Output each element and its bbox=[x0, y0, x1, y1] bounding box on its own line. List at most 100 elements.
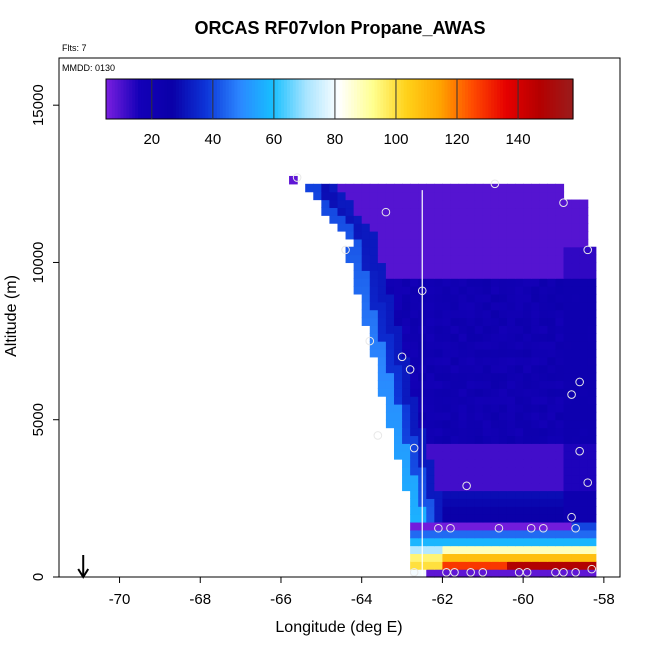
heatmap-cell bbox=[442, 490, 452, 499]
colorbar-segment bbox=[394, 79, 399, 119]
heatmap-cell bbox=[434, 238, 444, 248]
sample-point bbox=[409, 567, 419, 577]
colorbar-segment bbox=[161, 79, 165, 119]
heatmap-cell bbox=[426, 341, 435, 350]
heatmap-cell bbox=[410, 419, 419, 429]
heatmap-cell bbox=[531, 254, 540, 264]
colorbar-segment bbox=[450, 79, 454, 119]
heatmap-cell bbox=[385, 380, 395, 389]
heatmap-cell bbox=[498, 325, 508, 334]
heatmap-cell bbox=[506, 482, 516, 492]
heatmap-cell bbox=[482, 286, 492, 295]
heatmap-cell bbox=[474, 498, 484, 507]
heatmap-cell bbox=[410, 309, 419, 319]
heatmap-cell bbox=[426, 404, 435, 413]
heatmap-cell bbox=[434, 537, 444, 547]
heatmap-cell bbox=[490, 364, 500, 374]
heatmap-cell bbox=[458, 199, 468, 209]
heatmap-cell bbox=[506, 537, 516, 547]
heatmap-cell bbox=[531, 364, 540, 374]
heatmap-cell bbox=[482, 254, 492, 264]
heatmap-cell bbox=[466, 341, 476, 350]
heatmap-cell bbox=[563, 333, 573, 342]
heatmap-cell bbox=[555, 443, 565, 452]
heatmap-cell bbox=[434, 396, 444, 405]
heatmap-cell bbox=[450, 286, 460, 295]
heatmap-cell bbox=[385, 199, 395, 209]
heatmap-cell bbox=[498, 223, 508, 232]
heatmap-cell bbox=[523, 356, 532, 366]
heatmap-cell bbox=[337, 183, 347, 193]
heatmap-cell bbox=[466, 537, 476, 547]
heatmap-cell bbox=[474, 309, 484, 319]
heatmap-cell bbox=[345, 231, 355, 240]
heatmap-cell bbox=[482, 529, 492, 539]
heatmap-cell bbox=[531, 396, 540, 405]
heatmap-cell bbox=[426, 286, 435, 295]
heatmap-cell bbox=[450, 270, 460, 279]
heatmap-cell bbox=[498, 309, 508, 319]
heatmap-cell bbox=[506, 553, 516, 562]
sample-point bbox=[341, 245, 350, 255]
heatmap-cell bbox=[523, 474, 532, 484]
heatmap-cell bbox=[523, 286, 532, 295]
heatmap-cell bbox=[410, 474, 419, 484]
colorbar-segment bbox=[511, 79, 516, 119]
heatmap-cell bbox=[547, 514, 557, 523]
heatmap-cell bbox=[402, 238, 411, 248]
heatmap-cell bbox=[482, 199, 492, 209]
heatmap-cell bbox=[490, 191, 500, 201]
heatmap-cell bbox=[450, 246, 460, 256]
heatmap-cell bbox=[466, 301, 476, 311]
heatmap-cell bbox=[498, 545, 508, 555]
heatmap-cell bbox=[498, 506, 508, 515]
heatmap-cell bbox=[482, 191, 492, 201]
heatmap-cell bbox=[587, 466, 597, 476]
colorbar-segment bbox=[298, 79, 303, 119]
heatmap-cell bbox=[442, 309, 452, 319]
heatmap-cell bbox=[482, 223, 492, 232]
heatmap-cell bbox=[490, 278, 500, 287]
heatmap-cell bbox=[515, 388, 524, 397]
heatmap-cell bbox=[482, 537, 492, 547]
heatmap-cell bbox=[531, 348, 540, 358]
heatmap-cell bbox=[547, 223, 557, 232]
heatmap-cell bbox=[474, 411, 484, 421]
heatmap-cell bbox=[539, 482, 548, 492]
colorbar-segment bbox=[552, 79, 557, 119]
heatmap-cell bbox=[490, 553, 500, 562]
heatmap-cell bbox=[434, 553, 444, 562]
heatmap-cell bbox=[458, 348, 468, 358]
heatmap-cell bbox=[442, 396, 452, 405]
colorbar-segment bbox=[570, 79, 574, 119]
heatmap-cell bbox=[434, 254, 444, 264]
colorbar-tick-label: 120 bbox=[444, 131, 469, 148]
heatmap-cell bbox=[555, 333, 565, 342]
heatmap-cell bbox=[523, 270, 532, 279]
heatmap-cell bbox=[466, 427, 476, 437]
heatmap-cell bbox=[337, 223, 347, 232]
heatmap-cell bbox=[450, 498, 460, 507]
heatmap-cell bbox=[523, 246, 532, 256]
heatmap-cell bbox=[515, 466, 524, 476]
heatmap-cell bbox=[393, 293, 403, 303]
sample-point bbox=[462, 481, 471, 491]
heatmap-cell bbox=[563, 278, 573, 287]
heatmap-cell bbox=[474, 223, 484, 232]
heatmap-cell bbox=[547, 262, 557, 271]
heatmap-cell bbox=[482, 514, 492, 523]
heatmap-cell bbox=[393, 451, 403, 460]
heatmap-cell bbox=[474, 474, 484, 484]
heatmap-cell bbox=[579, 231, 589, 240]
heatmap-cell bbox=[555, 529, 565, 539]
heatmap-cell bbox=[547, 348, 557, 358]
heatmap-cell bbox=[555, 466, 565, 476]
heatmap-cell bbox=[571, 396, 581, 405]
heatmap-cell bbox=[555, 521, 565, 531]
heatmap-cell bbox=[466, 561, 476, 570]
colorbar-segment bbox=[170, 79, 174, 119]
sample-point bbox=[571, 523, 580, 533]
colorbar-segment bbox=[173, 79, 177, 119]
colorbar-segment bbox=[485, 79, 489, 119]
heatmap-cell bbox=[498, 215, 508, 224]
